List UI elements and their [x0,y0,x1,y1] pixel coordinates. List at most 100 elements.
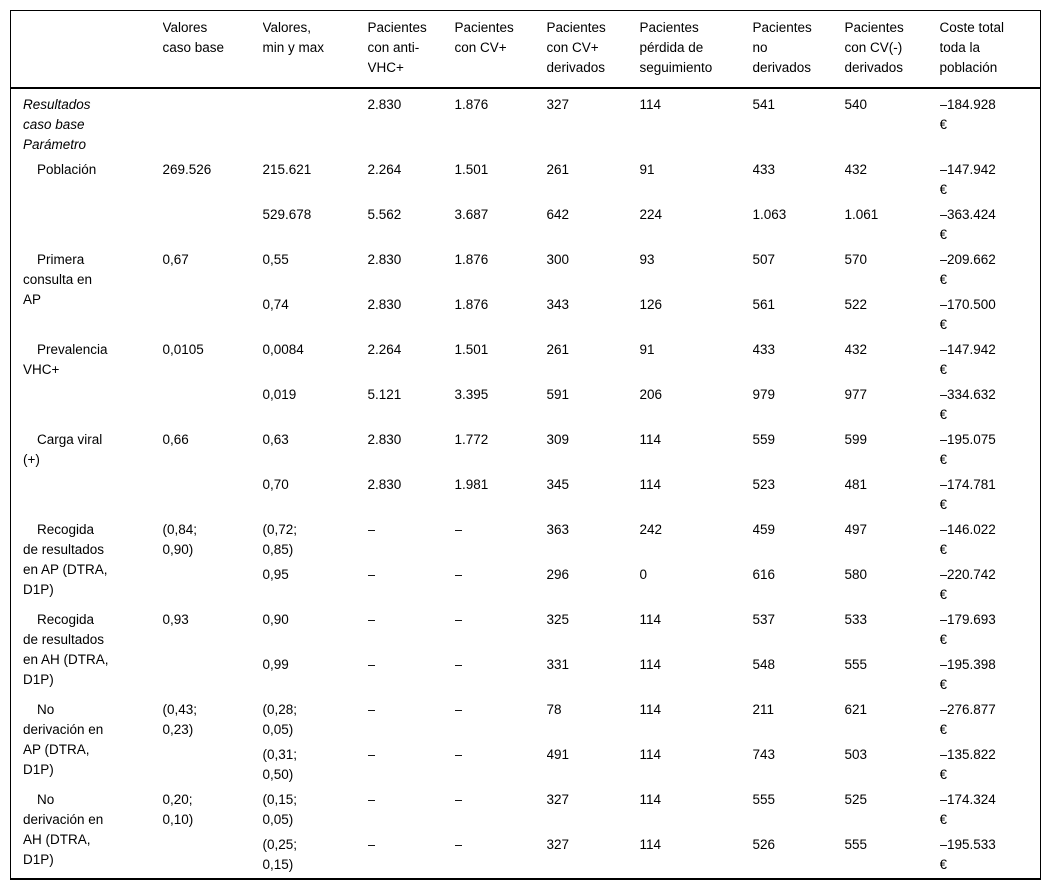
coste-cell: –179.693 € [939,612,996,647]
table-row: 0,95 – – 296 0 616 580 –220.742 € [11,563,1041,608]
value-cell: 621 [844,702,868,717]
minmax-cell: 0,70 [262,477,289,492]
value-cell: 0 [639,567,648,582]
minmax-cell: (0,15; 0,05) [262,792,298,827]
value-cell: 555 [844,837,868,852]
minmax-cell: 529.678 [262,207,312,222]
caso-base-cell: 269.526 [162,162,212,177]
table-row: 0,74 2.830 1.876 343 126 561 522 –170.500 € [11,293,1041,338]
value-cell: 555 [844,657,868,672]
value-cell: 296 [546,567,570,582]
minmax-cell: 0,74 [262,297,289,312]
coste-cell: –135.822 € [939,747,996,782]
value-cell: 481 [844,477,868,492]
table-row: No derivación en AP (DTRA, D1P) (0,43; 0,… [11,698,1041,777]
parameter-label: Prevalencia VHC+ [23,342,108,377]
value-cell: 616 [752,567,776,582]
value-cell: 433 [752,342,776,357]
coste-cell: –209.662 € [939,252,996,287]
value-cell: 1.501 [454,342,489,357]
value-cell: 2.264 [367,162,402,177]
value-cell: 5.562 [367,207,402,222]
sensitivity-analysis-table: Valores caso base Valores, min y max Pac… [10,10,1041,880]
value-cell: – [367,702,376,717]
minmax-cell: 0,55 [262,252,289,267]
value-cell: 523 [752,477,776,492]
value-cell: 555 [752,792,776,807]
value-cell: 300 [546,252,570,267]
value-cell: 327 [546,792,570,807]
table-row: No derivación en AH (DTRA, D1P) 0,20; 0,1… [11,788,1041,867]
value-cell: 3.395 [454,387,489,402]
parameter-label: Resultados caso base Parámetro [23,97,91,152]
value-cell: 5.121 [367,387,402,402]
coste-cell: –220.742 € [939,567,996,602]
value-cell: 533 [844,612,868,627]
table-row: 0,99 – – 331 114 548 555 –195.398 € [11,653,1041,698]
value-cell: 114 [639,657,662,672]
value-cell: 2.830 [367,252,402,267]
table-row: 529.678 5.562 3.687 642 224 1.063 1.061 –363.42… [11,203,1041,248]
coste-cell: –184.928 € [939,97,996,132]
caso-base-cell: (0,43; 0,23) [162,702,198,737]
value-cell: 522 [844,297,868,312]
col-header-pacientes-cv-neg-derivados: Pacientes con CV(-) derivados [844,10,940,89]
value-cell: 114 [639,702,662,717]
minmax-cell [263,88,368,158]
value-cell: – [454,567,463,582]
value-cell: 325 [546,612,570,627]
value-cell: 503 [844,747,868,762]
value-cell: 91 [639,162,655,177]
col-header-valores-min-max: Valores, min y max [262,10,368,89]
parameter-label: No derivación en AH (DTRA, D1P) [23,792,104,867]
value-cell: 206 [639,387,663,402]
value-cell: 126 [639,297,663,312]
minmax-cell: (0,72; 0,85) [262,522,298,557]
table-row: Recogida de resultados en AH (DTRA, D1P)… [11,608,1041,687]
value-cell: 541 [752,97,776,112]
value-cell: 309 [546,432,570,447]
value-cell: – [454,747,463,762]
table-row: Primera consulta en AP 0,67 0,55 2.830 1.876… [11,248,1041,307]
value-cell: – [367,522,376,537]
value-cell: 343 [546,297,570,312]
value-cell: 570 [844,252,868,267]
value-cell: 491 [546,747,570,762]
value-cell: 114 [639,612,662,627]
minmax-cell: 0,0084 [262,342,304,357]
value-cell: 1.876 [454,297,489,312]
value-cell: 591 [546,387,570,402]
caso-base-cell: 0,66 [162,432,189,447]
col-header-pacientes-cv-pos: Pacientes con CV+ [454,10,547,89]
value-cell: 114 [639,432,662,447]
table-row: 0,019 5.121 3.395 591 206 979 977 –334.632 € [11,383,1041,428]
coste-cell: –276.877 € [939,702,996,737]
value-cell: 1.061 [844,207,879,222]
caso-base-cell: 0,67 [162,252,189,267]
value-cell: 432 [844,342,868,357]
minmax-cell: (0,31; 0,50) [262,747,298,782]
value-cell: – [367,612,376,627]
value-cell: 580 [844,567,868,582]
coste-cell: –174.324 € [939,792,996,827]
table-body: Resultados caso base Parámetro 2.830 1.876… [11,88,1041,879]
caso-base-cell: 0,0105 [162,342,204,357]
value-cell: 331 [546,657,570,672]
value-cell: 526 [752,837,776,852]
value-cell: – [367,567,376,582]
parameter-label: Recogida de resultados en AP (DTRA, D1P) [23,522,108,597]
table-row: Prevalencia VHC+ 0,0105 0,0084 2.264 1.501 26… [11,338,1041,383]
value-cell: – [367,657,376,672]
value-cell: 743 [752,747,776,762]
value-cell: – [367,792,376,807]
minmax-cell: (0,28; 0,05) [262,702,298,737]
value-cell: 1.501 [454,162,489,177]
value-cell: 261 [546,162,570,177]
value-cell: 559 [752,432,776,447]
table-header: Valores caso base Valores, min y max Pac… [10,10,1041,89]
value-cell: – [454,657,463,672]
parameter-label: Primera consulta en AP [23,252,93,307]
minmax-cell: 0,90 [262,612,289,627]
value-cell: 327 [546,837,570,852]
coste-cell: –147.942 € [939,162,996,197]
